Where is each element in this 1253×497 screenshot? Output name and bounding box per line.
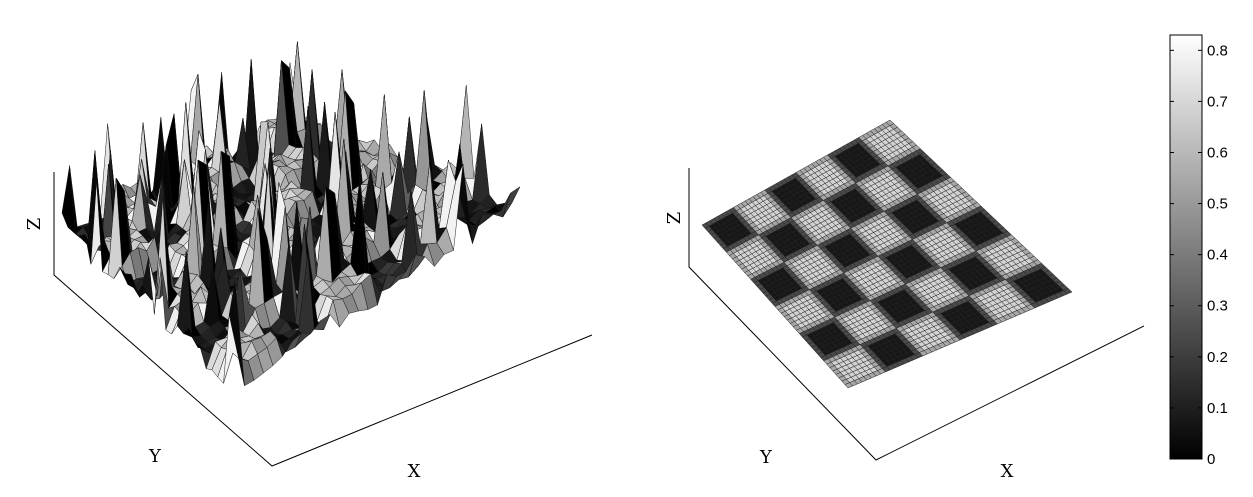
right-checkerboard-surface — [701, 119, 1073, 389]
colorbar: 0 0.1 0.2 0.3 0.4 0.5 0.6 0.7 0.8 — [1169, 34, 1228, 468]
colorbar-tick-label: 0.7 — [1207, 93, 1228, 110]
right-surface-plot: Z Y X — [664, 119, 1145, 482]
surface-facet — [228, 280, 245, 386]
right-y-axis-label: Y — [759, 447, 773, 468]
left-axes-box — [53, 172, 593, 467]
colorbar-tick-label: 0.1 — [1207, 400, 1228, 417]
surface-facet — [844, 382, 854, 389]
surface-facet — [502, 186, 521, 218]
colorbar-tick-label: 0.2 — [1207, 349, 1228, 366]
left-spiky-surface — [61, 41, 521, 387]
colorbar-ticks: 0 0.1 0.2 0.3 0.4 0.5 0.6 0.7 0.8 — [1170, 42, 1228, 468]
colorbar-tick-label: 0.6 — [1207, 144, 1228, 161]
colorbar-tick-label: 0.5 — [1207, 196, 1228, 213]
colorbar-tick-label: 0 — [1207, 451, 1215, 468]
left-surface-plot: Z Y X — [24, 41, 593, 482]
right-z-axis-label: Z — [664, 212, 685, 225]
right-axes-box — [688, 168, 1145, 461]
colorbar-tick-label: 0.4 — [1207, 247, 1228, 264]
right-x-axis-label: X — [1001, 461, 1014, 482]
colorbar-gradient — [1169, 34, 1203, 460]
left-x-axis-label: X — [408, 461, 421, 482]
colorbar-tick-label: 0.8 — [1207, 42, 1228, 59]
left-z-axis-label: Z — [24, 218, 45, 231]
left-y-axis-label: Y — [148, 446, 162, 467]
colorbar-tick-label: 0.3 — [1207, 298, 1228, 315]
surface-facet — [472, 123, 490, 204]
surface-facet — [375, 94, 392, 191]
